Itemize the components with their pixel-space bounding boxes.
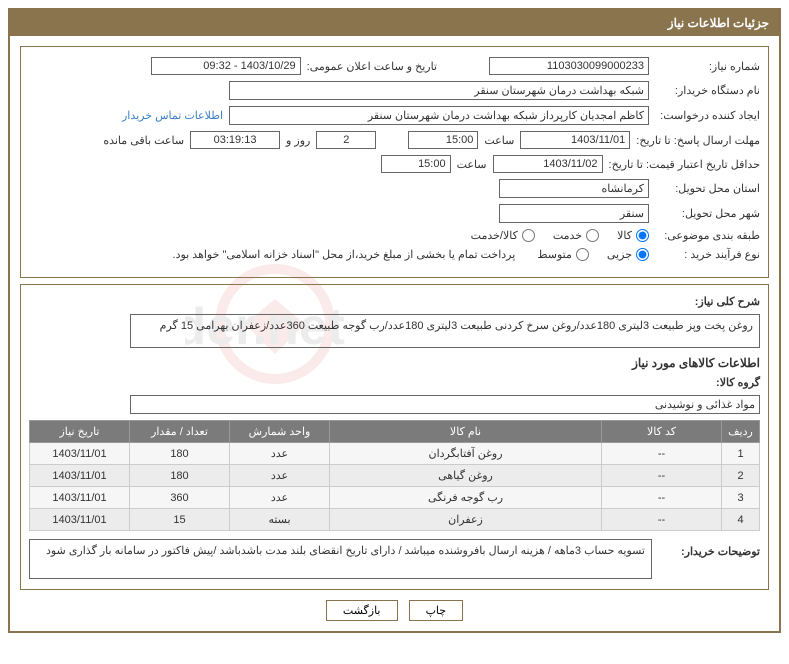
buyer-notes-value: تسویه حساب 3ماهه / هزینه ارسال بافروشنده… xyxy=(29,539,652,579)
details-panel: جزئیات اطلاعات نیاز شماره نیاز: 11030300… xyxy=(8,8,781,633)
cell-unit: بسته xyxy=(230,509,330,531)
remain-label: ساعت باقی مانده xyxy=(103,134,184,147)
province-label: استان محل تحویل: xyxy=(655,182,760,195)
days-remaining: 2 xyxy=(316,131,376,149)
radio-both[interactable]: کالا/خدمت xyxy=(471,229,535,242)
city-label: شهر محل تحویل: xyxy=(655,207,760,220)
cell-unit: عدد xyxy=(230,465,330,487)
buyer-org-label: نام دستگاه خریدار: xyxy=(655,84,760,97)
cell-name: زعفران xyxy=(330,509,602,531)
cell-idx: 4 xyxy=(722,509,760,531)
cell-code: -- xyxy=(602,487,722,509)
overview-label: شرح کلی نیاز: xyxy=(660,295,760,308)
table-row: 2--روغن گیاهیعدد1801403/11/01 xyxy=(30,465,760,487)
cell-name: رب گوجه فرنگی xyxy=(330,487,602,509)
countdown: 03:19:13 xyxy=(190,131,280,149)
radio-partial[interactable]: جزیی xyxy=(607,248,649,261)
need-number-label: شماره نیاز: xyxy=(655,60,760,73)
process-radios: جزیی متوسط xyxy=(537,248,649,261)
th-index: ردیف xyxy=(722,421,760,443)
deadline-time: 15:00 xyxy=(408,131,478,149)
requester-value: کاظم امجدیان کارپرداز شبکه بهداشت درمان … xyxy=(229,106,649,125)
need-number-value: 1103030099000233 xyxy=(489,57,649,75)
cell-qty: 15 xyxy=(130,509,230,531)
announce-value: 1403/10/29 - 09:32 xyxy=(151,57,301,75)
buyer-notes-label: توضیحات خریدار: xyxy=(660,539,760,558)
overview-value: روغن پخت وپز طبیعت 3لیتری 180عدد/روغن سر… xyxy=(130,314,760,348)
cell-unit: عدد xyxy=(230,443,330,465)
requester-label: ایجاد کننده درخواست: xyxy=(655,109,760,122)
cell-qty: 180 xyxy=(130,465,230,487)
back-button[interactable]: بازگشت xyxy=(326,600,398,621)
radio-goods[interactable]: کالا xyxy=(617,229,649,242)
table-row: 4--زعفرانبسته151403/11/01 xyxy=(30,509,760,531)
radio-both-input[interactable] xyxy=(522,229,535,242)
cell-idx: 2 xyxy=(722,465,760,487)
city-value: سنقر xyxy=(499,204,649,223)
radio-service-input[interactable] xyxy=(586,229,599,242)
payment-note: پرداخت تمام یا بخشی از مبلغ خرید،از محل … xyxy=(173,248,516,261)
radio-partial-input[interactable] xyxy=(636,248,649,261)
time-label-1: ساعت xyxy=(484,134,514,147)
radio-service[interactable]: خدمت xyxy=(553,229,599,242)
cell-unit: عدد xyxy=(230,487,330,509)
radio-medium-input[interactable] xyxy=(576,248,589,261)
th-date: تاریخ نیاز xyxy=(30,421,130,443)
cell-code: -- xyxy=(602,509,722,531)
th-code: کد کالا xyxy=(602,421,722,443)
th-name: نام کالا xyxy=(330,421,602,443)
goods-section-title: اطلاعات کالاهای مورد نیاز xyxy=(29,356,760,370)
goods-table: ردیف کد کالا نام کالا واحد شمارش تعداد /… xyxy=(29,420,760,531)
table-row: 3--رب گوجه فرنگیعدد3601403/11/01 xyxy=(30,487,760,509)
cell-code: -- xyxy=(602,465,722,487)
cell-name: روغن گیاهی xyxy=(330,465,602,487)
th-unit: واحد شمارش xyxy=(230,421,330,443)
category-radios: کالا خدمت کالا/خدمت xyxy=(471,229,649,242)
cell-date: 1403/11/01 xyxy=(30,443,130,465)
radio-medium[interactable]: متوسط xyxy=(537,248,589,261)
cell-qty: 180 xyxy=(130,443,230,465)
validity-date: 1403/11/02 xyxy=(493,155,603,173)
print-button[interactable]: چاپ xyxy=(409,600,464,621)
category-label: طبقه بندی موضوعی: xyxy=(655,229,760,242)
process-label: نوع فرآیند خرید : xyxy=(655,248,760,261)
contact-link[interactable]: اطلاعات تماس خریدار xyxy=(122,109,223,122)
buyer-org-value: شبکه بهداشت درمان شهرستان سنقر xyxy=(229,81,649,100)
validity-time: 15:00 xyxy=(381,155,451,173)
deadline-label: مهلت ارسال پاسخ: تا تاریخ: xyxy=(636,134,760,147)
province-value: کرمانشاه xyxy=(499,179,649,198)
info-box: شماره نیاز: 1103030099000233 تاریخ و ساع… xyxy=(20,46,769,278)
cell-code: -- xyxy=(602,443,722,465)
cell-date: 1403/11/01 xyxy=(30,487,130,509)
validity-label: حداقل تاریخ اعتبار قیمت: تا تاریخ: xyxy=(609,158,760,171)
days-label: روز و xyxy=(286,134,310,147)
announce-label: تاریخ و ساعت اعلان عمومی: xyxy=(307,60,437,73)
cell-qty: 360 xyxy=(130,487,230,509)
cell-idx: 3 xyxy=(722,487,760,509)
cell-name: روغن آفتابگردان xyxy=(330,443,602,465)
panel-title: جزئیات اطلاعات نیاز xyxy=(10,10,779,36)
deadline-date: 1403/11/01 xyxy=(520,131,630,149)
goods-box: شرح کلی نیاز: روغن پخت وپز طبیعت 3لیتری … xyxy=(20,284,769,590)
radio-goods-input[interactable] xyxy=(636,229,649,242)
th-qty: تعداد / مقدار xyxy=(130,421,230,443)
group-label: گروه کالا: xyxy=(660,376,760,389)
time-label-2: ساعت xyxy=(457,158,487,171)
cell-date: 1403/11/01 xyxy=(30,509,130,531)
group-value: مواد غذائی و نوشیدنی xyxy=(130,395,760,414)
cell-date: 1403/11/01 xyxy=(30,465,130,487)
cell-idx: 1 xyxy=(722,443,760,465)
table-row: 1--روغن آفتابگردانعدد1801403/11/01 xyxy=(30,443,760,465)
